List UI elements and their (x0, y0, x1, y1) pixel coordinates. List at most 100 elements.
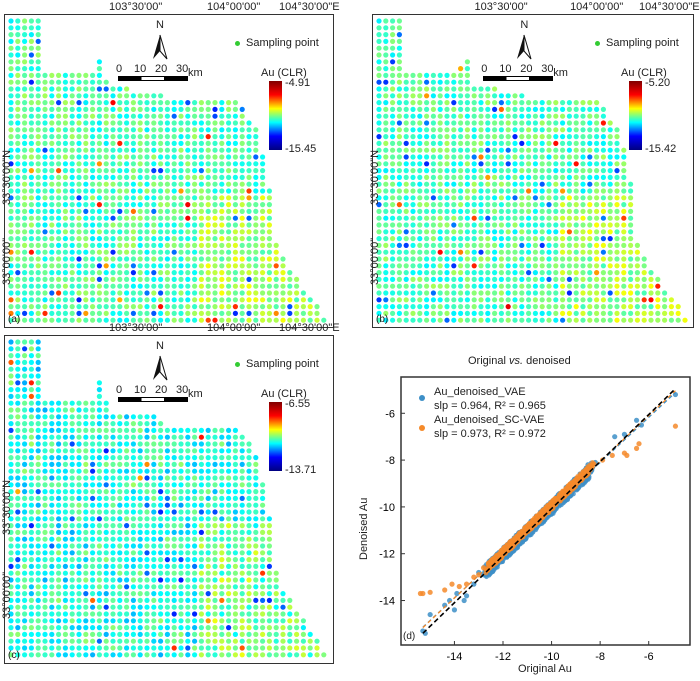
sampling-point (219, 317, 225, 323)
sampling-point (35, 297, 41, 303)
sampling-point (8, 100, 14, 106)
sampling-point (178, 161, 184, 167)
sampling-point (226, 106, 232, 112)
sampling-point (273, 263, 279, 269)
sampling-point (76, 72, 82, 78)
sampling-point (376, 168, 382, 174)
sampling-point (62, 147, 68, 153)
sampling-point (437, 174, 443, 180)
sampling-point (96, 297, 102, 303)
sampling-point (158, 100, 164, 106)
sampling-point (130, 263, 136, 269)
sampling-point (424, 147, 430, 153)
sampling-point (103, 215, 109, 221)
sampling-point (614, 188, 620, 194)
sampling-point (8, 154, 14, 160)
sampling-point (69, 283, 75, 289)
sampling-point (485, 100, 491, 106)
sampling-point (232, 242, 238, 248)
sampling-point (376, 140, 382, 146)
sampling-point (28, 100, 34, 106)
sampling-point (8, 113, 14, 119)
sampling-point (192, 304, 198, 310)
sampling-point (49, 317, 55, 323)
sampling-point (621, 174, 627, 180)
sampling-point (49, 195, 55, 201)
sampling-point (8, 317, 14, 323)
sampling-point (219, 154, 225, 160)
sampling-point (464, 147, 470, 153)
sampling-point (62, 236, 68, 242)
sampling-point (198, 147, 204, 153)
sampling-point (83, 304, 89, 310)
sampling-point (158, 134, 164, 140)
sampling-point (171, 195, 177, 201)
sampling-point (471, 134, 477, 140)
sampling-point (390, 66, 396, 72)
sampling-point (546, 147, 552, 153)
sampling-point (580, 181, 586, 187)
sampling-point (246, 208, 252, 214)
sampling-point (103, 290, 109, 296)
sampling-point (226, 113, 232, 119)
sampling-point (90, 229, 96, 235)
sampling-point (28, 168, 34, 174)
sampling-point (198, 222, 204, 228)
sampling-point (444, 120, 450, 126)
sampling-point (83, 86, 89, 92)
sampling-point (294, 283, 300, 289)
sampling-point (212, 127, 218, 133)
sampling-point (532, 188, 538, 194)
sampling-point (192, 229, 198, 235)
sampling-point (390, 52, 396, 58)
sampling-point (15, 270, 21, 276)
sampling-point (192, 297, 198, 303)
sampling-point (185, 215, 191, 221)
sampling-point (28, 215, 34, 221)
sampling-point (49, 208, 55, 214)
sampling-point (22, 229, 28, 235)
sampling-point (253, 276, 259, 282)
sampling-point (273, 256, 279, 262)
sampling-point (239, 161, 245, 167)
sampling-point (390, 45, 396, 51)
sampling-point (553, 168, 559, 174)
sampling-point (185, 188, 191, 194)
sampling-point (76, 283, 82, 289)
sampling-point (573, 188, 579, 194)
sampling-point (444, 86, 450, 92)
sampling-point (198, 290, 204, 296)
sampling-point (110, 202, 116, 208)
sampling-point (8, 310, 14, 316)
sampling-point (151, 93, 157, 99)
sampling-point (124, 188, 130, 194)
sampling-point (512, 93, 518, 99)
sampling-point (185, 290, 191, 296)
sampling-point (144, 215, 150, 221)
sampling-point (424, 195, 430, 201)
sampling-point (56, 317, 62, 323)
sampling-point (69, 188, 75, 194)
sampling-point (560, 195, 566, 201)
sampling-point (205, 208, 211, 214)
sampling-point (539, 188, 545, 194)
sampling-point (396, 32, 402, 38)
sampling-point (376, 147, 382, 153)
sampling-point (83, 79, 89, 85)
sampling-point (246, 242, 252, 248)
sampling-point (15, 304, 21, 310)
sampling-point (178, 304, 184, 310)
sampling-point (69, 174, 75, 180)
sampling-point (130, 208, 136, 214)
sampling-point (390, 127, 396, 133)
sampling-point (164, 310, 170, 316)
colorbar-title: Au (CLR) (261, 67, 307, 79)
sampling-point (103, 86, 109, 92)
sampling-point (471, 181, 477, 187)
sampling-point (478, 147, 484, 153)
sampling-point (76, 215, 82, 221)
sampling-point (28, 270, 34, 276)
sampling-point (458, 100, 464, 106)
sampling-point (587, 127, 593, 133)
sampling-point (430, 127, 436, 133)
